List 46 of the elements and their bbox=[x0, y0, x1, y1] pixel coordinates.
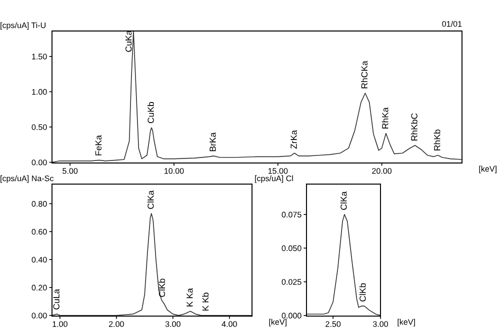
annotation: RhKa bbox=[382, 107, 388, 128]
y-tick-label: 0.60 bbox=[32, 228, 47, 235]
annotation: RhKbC bbox=[410, 113, 418, 140]
y-tick-label: 0.000 bbox=[282, 312, 302, 318]
y-tick-label: 0.40 bbox=[32, 256, 47, 263]
y-tick-label: 0.050 bbox=[282, 245, 302, 252]
y-tick-label: 0.20 bbox=[32, 284, 47, 291]
x-axis-title: [keV] bbox=[398, 318, 415, 326]
annotation: K Ka bbox=[186, 288, 193, 306]
y-tick-label: 0.80 bbox=[32, 200, 47, 207]
annotation: ClKa bbox=[147, 190, 154, 209]
x-tick-label: 3.00 bbox=[372, 321, 388, 327]
x-tick-label: 4.00 bbox=[222, 321, 237, 327]
x-tick-label: 3.00 bbox=[165, 321, 180, 327]
text: 01/01 bbox=[442, 20, 462, 27]
annotation: CuLa bbox=[53, 288, 60, 310]
line-series bbox=[52, 31, 462, 163]
annotation: K Kb bbox=[202, 292, 209, 311]
annotation: BrKa bbox=[210, 132, 216, 152]
y-axis-title: [cps/uA] Ti-U bbox=[0, 22, 46, 30]
annotation: ZrKa bbox=[290, 130, 297, 149]
x-tick-label: 20.00 bbox=[372, 168, 392, 174]
annotation: ClKb bbox=[359, 283, 366, 302]
annotation: RhKb bbox=[434, 130, 440, 150]
x-tick-label: 10.00 bbox=[164, 168, 184, 174]
x-tick-label: 2.00 bbox=[108, 321, 124, 327]
y-axis-title: [cps/uA] Na-Sc bbox=[0, 175, 54, 183]
annotation: CuKb bbox=[147, 102, 154, 124]
annotation: ClKb bbox=[158, 278, 166, 297]
x-axis-title: [keV] bbox=[269, 318, 286, 326]
annotation: ClKa bbox=[340, 191, 347, 210]
y-axis-title: [cps/uA] Cl bbox=[255, 175, 293, 183]
y-tick-label: 0.50 bbox=[32, 124, 47, 130]
y-tick-label: 0.00 bbox=[32, 160, 47, 166]
y-tick-label: 1.00 bbox=[32, 89, 47, 95]
x-tick-label: 2.50 bbox=[326, 321, 341, 327]
x-tick-label: 15.00 bbox=[268, 168, 288, 174]
x-tick-label: 5.00 bbox=[62, 168, 78, 174]
y-tick-label: 1.50 bbox=[32, 54, 47, 60]
annotation: FeKa bbox=[95, 135, 102, 156]
y-tick-label: 0.025 bbox=[282, 279, 302, 285]
x-axis-title: [keV] bbox=[479, 166, 496, 174]
y-tick-label: 0.075 bbox=[282, 212, 302, 218]
x-tick-label: 1.00 bbox=[52, 321, 68, 327]
y-tick-label: 0.00 bbox=[32, 312, 47, 318]
annotation: RhCKa bbox=[361, 60, 368, 88]
